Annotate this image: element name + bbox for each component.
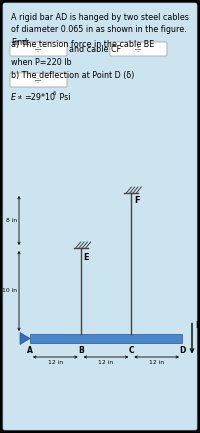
- Text: ÷: ÷: [34, 75, 42, 85]
- Text: C: C: [129, 346, 134, 355]
- Text: st: st: [18, 95, 22, 100]
- Text: 6: 6: [53, 91, 56, 96]
- FancyBboxPatch shape: [110, 42, 167, 56]
- Text: a) The tension force in the cable BE: a) The tension force in the cable BE: [11, 40, 154, 49]
- Text: 12 in: 12 in: [48, 360, 63, 365]
- Text: B: B: [78, 346, 84, 355]
- FancyBboxPatch shape: [3, 3, 197, 430]
- Text: 10 in: 10 in: [2, 288, 17, 294]
- Text: Psi: Psi: [57, 93, 70, 102]
- Text: when P=220 lb: when P=220 lb: [11, 58, 72, 67]
- Text: A: A: [27, 346, 33, 355]
- Text: 8 in: 8 in: [6, 218, 17, 223]
- Text: D: D: [179, 346, 185, 355]
- Text: ÷: ÷: [134, 44, 142, 54]
- Text: 12 in: 12 in: [149, 360, 164, 365]
- FancyBboxPatch shape: [10, 73, 67, 87]
- Text: 12 in: 12 in: [98, 360, 114, 365]
- Text: =29*10: =29*10: [24, 93, 55, 102]
- Text: and cable CF: and cable CF: [69, 45, 121, 54]
- Text: b) The deflection at Point D (δ): b) The deflection at Point D (δ): [11, 71, 134, 80]
- FancyBboxPatch shape: [10, 42, 67, 56]
- Polygon shape: [20, 333, 30, 345]
- Text: ÷: ÷: [34, 44, 42, 54]
- Bar: [30, 334, 182, 343]
- Text: E: E: [11, 93, 16, 102]
- Text: E: E: [84, 253, 89, 262]
- Text: P: P: [195, 320, 200, 330]
- Text: F: F: [134, 196, 140, 205]
- Text: A rigid bar AD is hanged by two steel cables
of diameter 0.065 in as shown in th: A rigid bar AD is hanged by two steel ca…: [11, 13, 189, 47]
